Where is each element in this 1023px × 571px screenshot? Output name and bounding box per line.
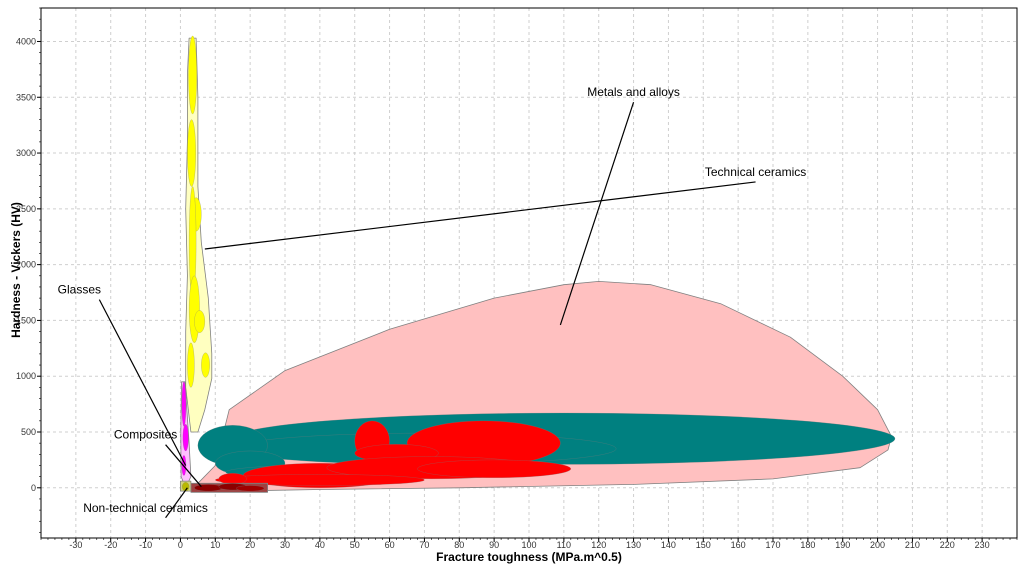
- x-tick-label: 230: [975, 540, 990, 550]
- bubble-composites[interactable]: [194, 484, 223, 492]
- x-tick-label: 210: [905, 540, 920, 550]
- y-tick-label: 4000: [16, 36, 36, 46]
- x-tick-label: -10: [139, 540, 152, 550]
- y-tick-label: 2500: [16, 204, 36, 214]
- x-tick-label: 160: [731, 540, 746, 550]
- bubble-glasses[interactable]: [181, 381, 187, 427]
- annotation-metals-and-alloys: Metals and alloys: [587, 85, 680, 99]
- x-tick-label: 110: [557, 540, 571, 550]
- y-tick-label: 3000: [16, 148, 36, 158]
- group-technical-ceramics: [185, 35, 213, 433]
- x-tick-label: 10: [210, 540, 220, 550]
- bubble-metals-and-alloys[interactable]: [417, 459, 572, 478]
- annotation-composites: Composites: [114, 428, 177, 442]
- annotation-technical-ceramics: Technical ceramics: [705, 165, 806, 179]
- bubble-technical-ceramics[interactable]: [187, 119, 196, 187]
- x-tick-label: 120: [591, 540, 606, 550]
- group-composites: [190, 482, 269, 493]
- x-tick-label: 220: [940, 540, 955, 550]
- x-tick-label: 200: [870, 540, 885, 550]
- bubble-technical-ceramics[interactable]: [187, 342, 195, 388]
- x-tick-label: 190: [835, 540, 850, 550]
- x-tick-label: -20: [104, 540, 117, 550]
- x-tick-label: 40: [315, 540, 325, 550]
- x-tick-label: 150: [696, 540, 711, 550]
- x-tick-label: 170: [765, 540, 780, 550]
- x-tick-label: 140: [661, 540, 676, 550]
- x-tick-label: 60: [385, 540, 395, 550]
- y-axis-title: Hardness - Vickers (HV): [9, 202, 23, 338]
- leader-line-glasses: [98, 299, 187, 466]
- x-tick-label: 130: [626, 540, 641, 550]
- x-tick-label: 70: [419, 540, 429, 550]
- bubble-metals-and-alloys[interactable]: [215, 474, 425, 486]
- x-tick-label: 180: [800, 540, 815, 550]
- bubble-metals-and-alloys[interactable]: [218, 473, 247, 485]
- leader-line-metals-and-alloys: [559, 101, 635, 326]
- leader-line-technical-ceramics: [204, 181, 756, 250]
- y-tick-label: 500: [21, 427, 36, 437]
- bubble-technical-ceramics[interactable]: [188, 275, 200, 343]
- y-tick-label: 0: [31, 483, 36, 493]
- series-layer: [179, 35, 896, 493]
- x-tick-label: 20: [245, 540, 255, 550]
- group-metals-and-alloys: [197, 280, 896, 492]
- x-tick-label: 50: [350, 540, 360, 550]
- leader-line-composites: [165, 444, 202, 488]
- y-tick-label: 1000: [16, 371, 36, 381]
- y-tick-label: 3500: [16, 92, 36, 102]
- y-tick-label: 1500: [16, 315, 36, 325]
- annotation-non-technical-ceramics: Non-technical ceramics: [83, 501, 208, 515]
- bubble-technical-ceramics[interactable]: [201, 352, 210, 378]
- x-tick-label: 90: [489, 540, 499, 550]
- ticks-layer: -30 -20 -10 0 10 20 30 40 50 60 70 80 90 100 110 120 130…: [16, 7, 1018, 550]
- leader-line-non-technical-ceramics: [165, 487, 188, 519]
- x-tick-label: 30: [280, 540, 290, 550]
- bubble-technical-ceramics[interactable]: [188, 35, 198, 115]
- x-tick-label: 0: [178, 540, 183, 550]
- annotation-layer: Metals and alloys Technical ceramics Glass…: [58, 85, 806, 519]
- x-tick-label: 80: [454, 540, 464, 550]
- annotation-glasses: Glasses: [58, 283, 101, 297]
- x-tick-label: 100: [521, 540, 536, 550]
- bubble-technical-ceramics[interactable]: [194, 310, 206, 333]
- x-tick-label: -30: [69, 540, 82, 550]
- bubble-glasses[interactable]: [182, 423, 189, 452]
- bubble-composites[interactable]: [235, 485, 265, 492]
- y-tick-label: 2000: [16, 260, 36, 270]
- x-axis-title: Fracture toughness (MPa.m^0.5): [436, 550, 622, 564]
